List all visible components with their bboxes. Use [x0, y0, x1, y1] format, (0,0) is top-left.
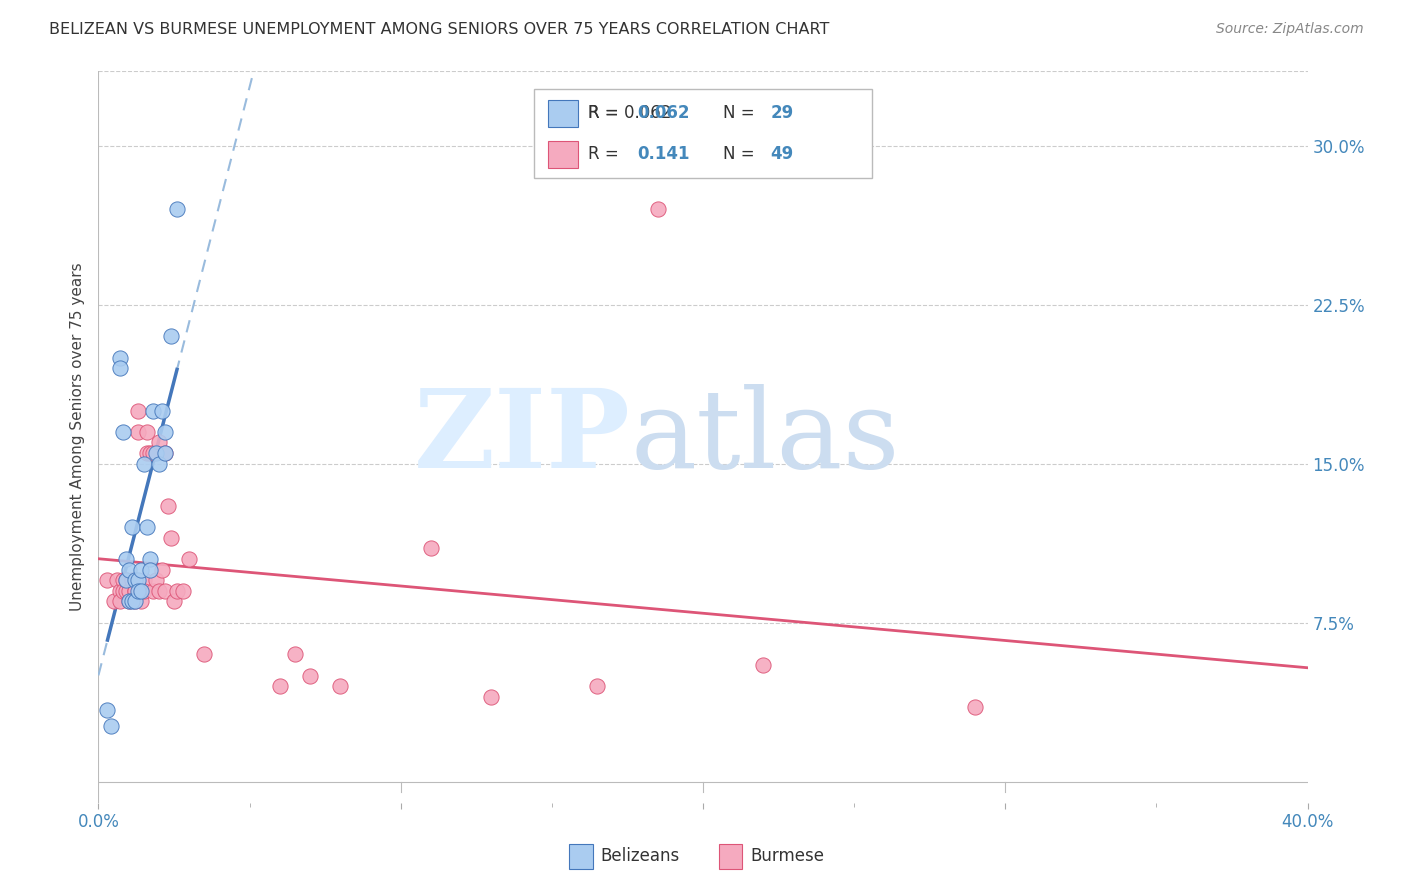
Text: R =: R = — [588, 104, 624, 122]
Point — [111, 425, 134, 439]
Point — [160, 531, 183, 545]
Point — [139, 552, 162, 566]
Point — [142, 446, 165, 460]
Point — [121, 573, 143, 587]
Point — [132, 573, 155, 587]
Point — [329, 679, 352, 693]
Point — [129, 563, 152, 577]
Point — [111, 573, 134, 587]
Point — [96, 702, 118, 716]
Point — [108, 583, 131, 598]
Point — [105, 573, 128, 587]
Text: R =: R = — [588, 145, 630, 163]
Point — [127, 403, 149, 417]
Point — [135, 425, 157, 439]
Point — [145, 446, 167, 460]
Point — [118, 583, 141, 598]
Point — [481, 690, 503, 704]
Point — [145, 573, 167, 587]
Point — [153, 446, 176, 460]
Bar — [548, 100, 578, 127]
Point — [118, 594, 141, 608]
Point — [118, 594, 141, 608]
Point — [752, 658, 775, 673]
Point — [132, 583, 155, 598]
Point — [139, 563, 162, 577]
Point — [124, 594, 146, 608]
Point — [121, 520, 143, 534]
Text: R = 0.062: R = 0.062 — [588, 104, 672, 122]
Text: 49: 49 — [770, 145, 794, 163]
Bar — [718, 844, 742, 869]
Text: N =: N = — [723, 104, 761, 122]
Text: 0.062: 0.062 — [637, 104, 690, 122]
Point — [114, 583, 136, 598]
Point — [127, 583, 149, 598]
Point — [139, 446, 162, 460]
Point — [124, 594, 146, 608]
Text: N =: N = — [723, 145, 761, 163]
Bar — [548, 141, 578, 168]
Text: 29: 29 — [770, 104, 794, 122]
Text: Source: ZipAtlas.com: Source: ZipAtlas.com — [1216, 22, 1364, 37]
Point — [124, 573, 146, 587]
Point — [114, 573, 136, 587]
Point — [132, 457, 155, 471]
Point — [193, 648, 215, 662]
Point — [156, 499, 179, 513]
Point — [142, 403, 165, 417]
Text: 0.141: 0.141 — [637, 145, 690, 163]
Bar — [569, 844, 593, 869]
Point — [111, 583, 134, 598]
Point — [150, 403, 173, 417]
Point — [135, 520, 157, 534]
Point — [148, 457, 170, 471]
Point — [114, 573, 136, 587]
Point — [153, 583, 176, 598]
Point — [163, 594, 186, 608]
Point — [121, 594, 143, 608]
Point — [269, 679, 291, 693]
Point — [153, 446, 176, 460]
Point — [127, 573, 149, 587]
Point — [124, 583, 146, 598]
Point — [166, 202, 188, 216]
Point — [124, 583, 146, 598]
Point — [172, 583, 194, 598]
Point — [153, 425, 176, 439]
Text: Burmese: Burmese — [751, 847, 824, 865]
Point — [135, 446, 157, 460]
Text: ZIP: ZIP — [413, 384, 630, 491]
Point — [108, 594, 131, 608]
Point — [108, 351, 131, 365]
Point — [108, 361, 131, 376]
Point — [586, 679, 609, 693]
Point — [965, 700, 987, 714]
Point — [420, 541, 443, 556]
Point — [179, 552, 201, 566]
FancyBboxPatch shape — [534, 89, 872, 178]
Point — [299, 668, 322, 682]
Point — [148, 435, 170, 450]
Point — [118, 563, 141, 577]
Point — [166, 583, 188, 598]
Text: BELIZEAN VS BURMESE UNEMPLOYMENT AMONG SENIORS OVER 75 YEARS CORRELATION CHART: BELIZEAN VS BURMESE UNEMPLOYMENT AMONG S… — [49, 22, 830, 37]
Point — [160, 329, 183, 343]
Point — [129, 583, 152, 598]
Point — [284, 648, 307, 662]
Text: atlas: atlas — [630, 384, 900, 491]
Point — [100, 719, 122, 733]
Point — [127, 425, 149, 439]
Point — [103, 594, 125, 608]
Point — [96, 573, 118, 587]
Point — [129, 594, 152, 608]
Point — [129, 583, 152, 598]
Point — [647, 202, 669, 216]
Point — [142, 583, 165, 598]
Y-axis label: Unemployment Among Seniors over 75 years: Unemployment Among Seniors over 75 years — [69, 263, 84, 611]
Point — [150, 563, 173, 577]
Point — [114, 552, 136, 566]
Text: Belizeans: Belizeans — [600, 847, 681, 865]
Point — [148, 583, 170, 598]
